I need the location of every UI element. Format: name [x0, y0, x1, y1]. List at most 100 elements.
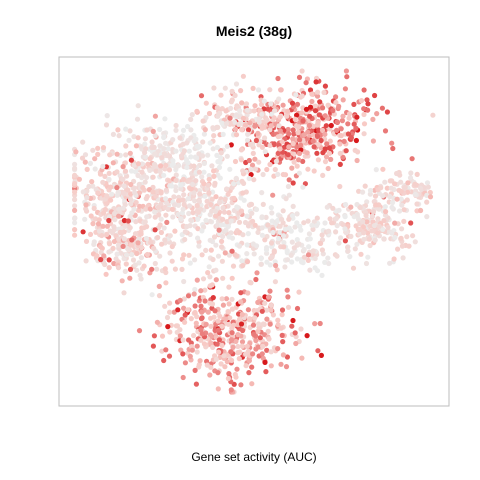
data-point: [296, 74, 303, 80]
data-point: [224, 186, 230, 192]
data-point: [106, 249, 112, 255]
data-point: [320, 172, 326, 178]
data-point: [314, 215, 320, 221]
data-point: [216, 164, 223, 170]
data-point: [111, 238, 118, 245]
data-point: [315, 120, 321, 126]
data-point: [259, 190, 265, 196]
data-point: [240, 168, 246, 174]
data-point: [126, 247, 132, 253]
data-point: [259, 308, 265, 314]
data-point: [373, 167, 379, 173]
data-point: [260, 201, 266, 207]
data-point: [425, 184, 431, 190]
data-point: [151, 161, 158, 167]
data-point: [283, 196, 289, 202]
data-point: [328, 156, 334, 162]
data-point: [72, 181, 78, 187]
data-point: [370, 138, 376, 144]
data-point: [110, 160, 116, 166]
data-point: [374, 111, 380, 117]
data-point: [156, 293, 163, 299]
data-point: [259, 214, 265, 220]
data-point: [382, 179, 388, 185]
data-point: [285, 304, 292, 310]
data-point: [236, 356, 242, 362]
data-point: [259, 111, 265, 117]
data-point: [254, 270, 260, 276]
data-point: [123, 261, 129, 267]
data-point: [297, 137, 303, 143]
data-point: [263, 369, 269, 375]
data-point: [371, 223, 378, 229]
data-point: [322, 220, 328, 226]
data-point: [228, 230, 234, 236]
data-point: [246, 175, 252, 182]
data-point: [360, 189, 366, 195]
data-point: [134, 267, 140, 273]
data-point: [397, 172, 403, 178]
data-point: [114, 192, 120, 198]
data-point: [259, 232, 265, 238]
data-point: [312, 321, 318, 327]
data-point: [228, 218, 234, 224]
data-point: [299, 355, 305, 361]
data-point: [173, 165, 179, 171]
data-point: [290, 180, 296, 186]
data-point: [203, 217, 209, 223]
data-point: [253, 276, 259, 283]
data-point: [286, 192, 292, 198]
data-point: [314, 93, 321, 99]
data-point: [263, 214, 269, 220]
data-point: [172, 202, 178, 208]
data-point: [120, 243, 126, 249]
data-point: [279, 332, 285, 338]
data-point: [164, 314, 171, 321]
data-point: [326, 145, 332, 151]
data-point: [286, 144, 292, 150]
data-point: [239, 127, 245, 133]
data-point: [294, 163, 300, 169]
data-point: [314, 150, 320, 156]
data-point: [96, 228, 103, 234]
data-point: [181, 296, 187, 302]
data-point: [72, 172, 78, 178]
data-point: [284, 257, 291, 263]
data-point: [201, 169, 207, 175]
data-point: [173, 172, 179, 178]
data-point: [218, 222, 225, 228]
data-point: [229, 306, 235, 312]
data-point: [153, 193, 159, 199]
data-point: [267, 127, 273, 133]
data-point: [114, 185, 120, 191]
data-point: [306, 122, 312, 129]
data-point: [129, 252, 135, 258]
data-point: [323, 123, 329, 129]
data-point: [355, 149, 361, 155]
data-point: [245, 307, 251, 313]
data-point: [309, 98, 315, 105]
data-point: [318, 137, 324, 144]
data-point: [363, 260, 370, 267]
data-point: [299, 68, 305, 74]
data-point: [274, 267, 280, 273]
data-point: [136, 181, 142, 187]
data-point: [207, 274, 213, 280]
data-point: [242, 219, 249, 226]
data-point: [389, 204, 395, 210]
data-point: [294, 112, 300, 118]
data-point: [260, 171, 266, 178]
data-point: [190, 181, 196, 187]
data-point: [152, 151, 158, 157]
data-point: [181, 148, 187, 154]
data-point: [338, 235, 344, 241]
data-point: [277, 114, 283, 120]
data-point: [315, 157, 321, 163]
data-point: [202, 127, 208, 133]
data-point: [229, 248, 235, 254]
data-point: [269, 210, 275, 216]
data-point: [218, 92, 224, 98]
data-point: [163, 200, 170, 206]
data-point: [301, 220, 307, 226]
data-point: [266, 336, 272, 342]
